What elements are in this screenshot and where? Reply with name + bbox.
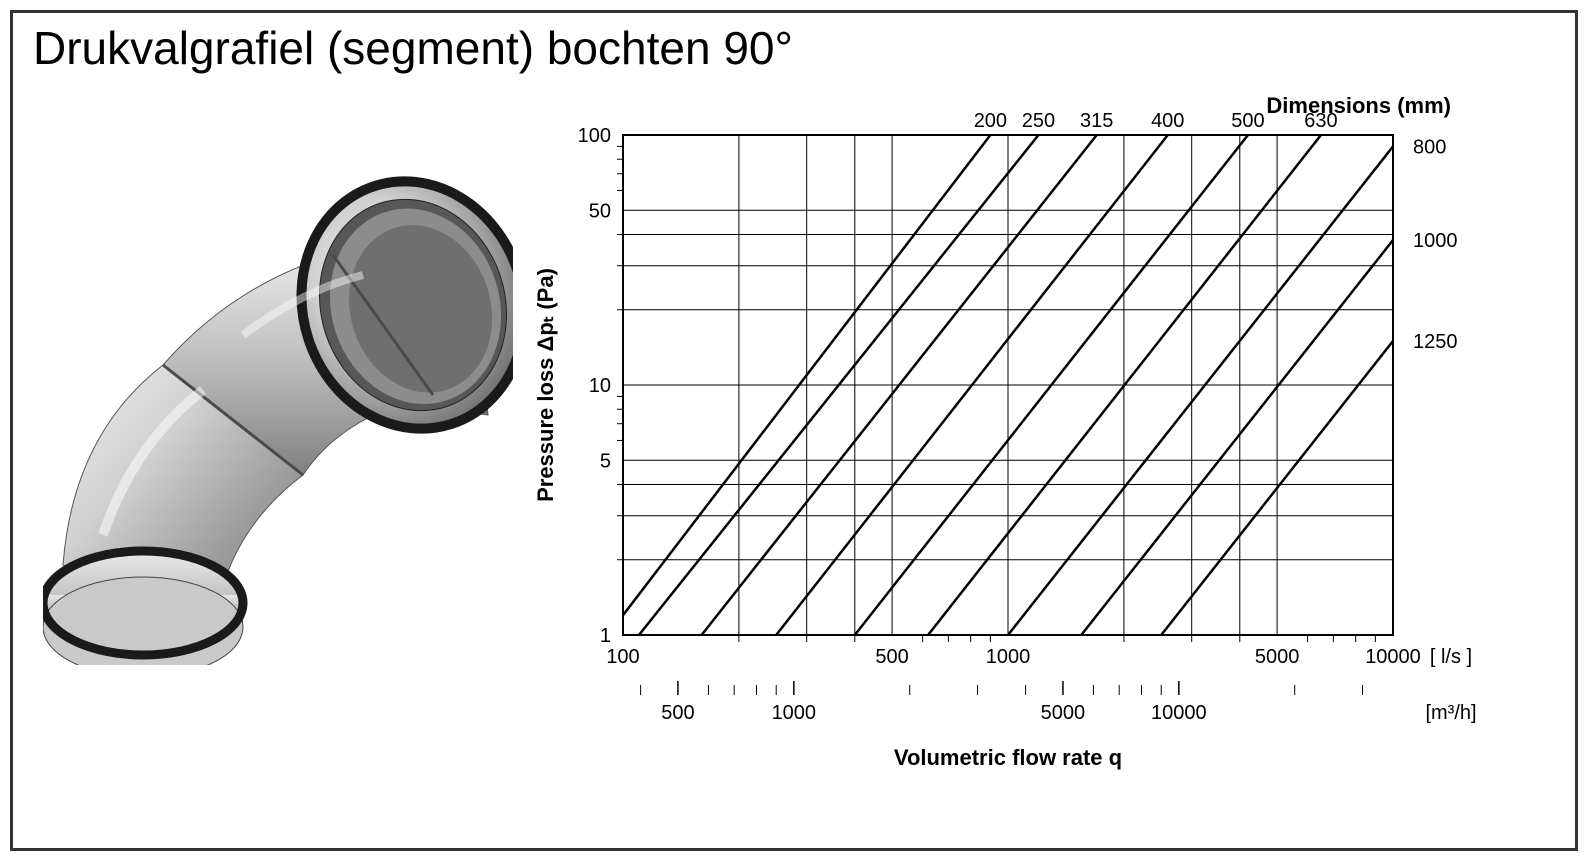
x-tick-label-ls: 5000	[1255, 646, 1300, 668]
series-line	[1081, 240, 1393, 635]
content-row: Dimensions (mm) 1 5 10 50 100 100 500 1000 5000 10…	[33, 85, 1555, 822]
y-tick-label: 5	[600, 450, 611, 472]
series-label: 315	[1080, 110, 1113, 132]
series-label: 500	[1231, 110, 1264, 132]
x-tick-label-m3h: 10000	[1151, 702, 1207, 724]
dimensions-title: Dimensions (mm)	[1266, 93, 1451, 118]
x-tick-label-ls: 500	[875, 646, 908, 668]
x-tick-label-ls: 1000	[986, 646, 1031, 668]
y-axis-title: Pressure loss Δpₜ (Pa)	[533, 268, 558, 502]
x-tick-label-ls: 100	[606, 646, 639, 668]
y-tick-label: 1	[600, 625, 611, 647]
document-frame: Drukvalgrafiel (segment) bochten 90°	[10, 10, 1578, 851]
pressure-loss-chart: Dimensions (mm) 1 5 10 50 100 100 500 1000 5000 10…	[513, 85, 1555, 822]
product-image	[43, 135, 513, 665]
x-axis-title: Volumetric flow rate q	[894, 745, 1122, 770]
x-unit-primary: [ l/s ]	[1430, 646, 1472, 668]
duct-bend-icon	[43, 135, 513, 665]
x-tick-label-ls: 10000	[1365, 646, 1421, 668]
x-unit-secondary: [m³/h]	[1425, 702, 1476, 724]
chart-svg: Dimensions (mm) 1 5 10 50 100 100 500 1000 5000 10…	[513, 85, 1533, 825]
x-tick-label-m3h: 5000	[1041, 702, 1086, 724]
series-label: 400	[1151, 110, 1184, 132]
series-label: 630	[1304, 110, 1337, 132]
y-tick-label: 10	[589, 375, 611, 397]
x-tick-label-m3h: 1000	[772, 702, 817, 724]
series-label: 250	[1022, 110, 1055, 132]
series-label: 1250	[1413, 331, 1458, 353]
y-tick-label: 100	[578, 125, 611, 147]
series-label: 800	[1413, 136, 1446, 158]
x-tick-label-m3h: 500	[661, 702, 694, 724]
series-label: 200	[974, 110, 1007, 132]
series-line	[1008, 146, 1393, 635]
y-tick-label: 50	[589, 200, 611, 222]
page-title: Drukvalgrafiel (segment) bochten 90°	[33, 21, 1555, 75]
series-label: 1000	[1413, 230, 1458, 252]
